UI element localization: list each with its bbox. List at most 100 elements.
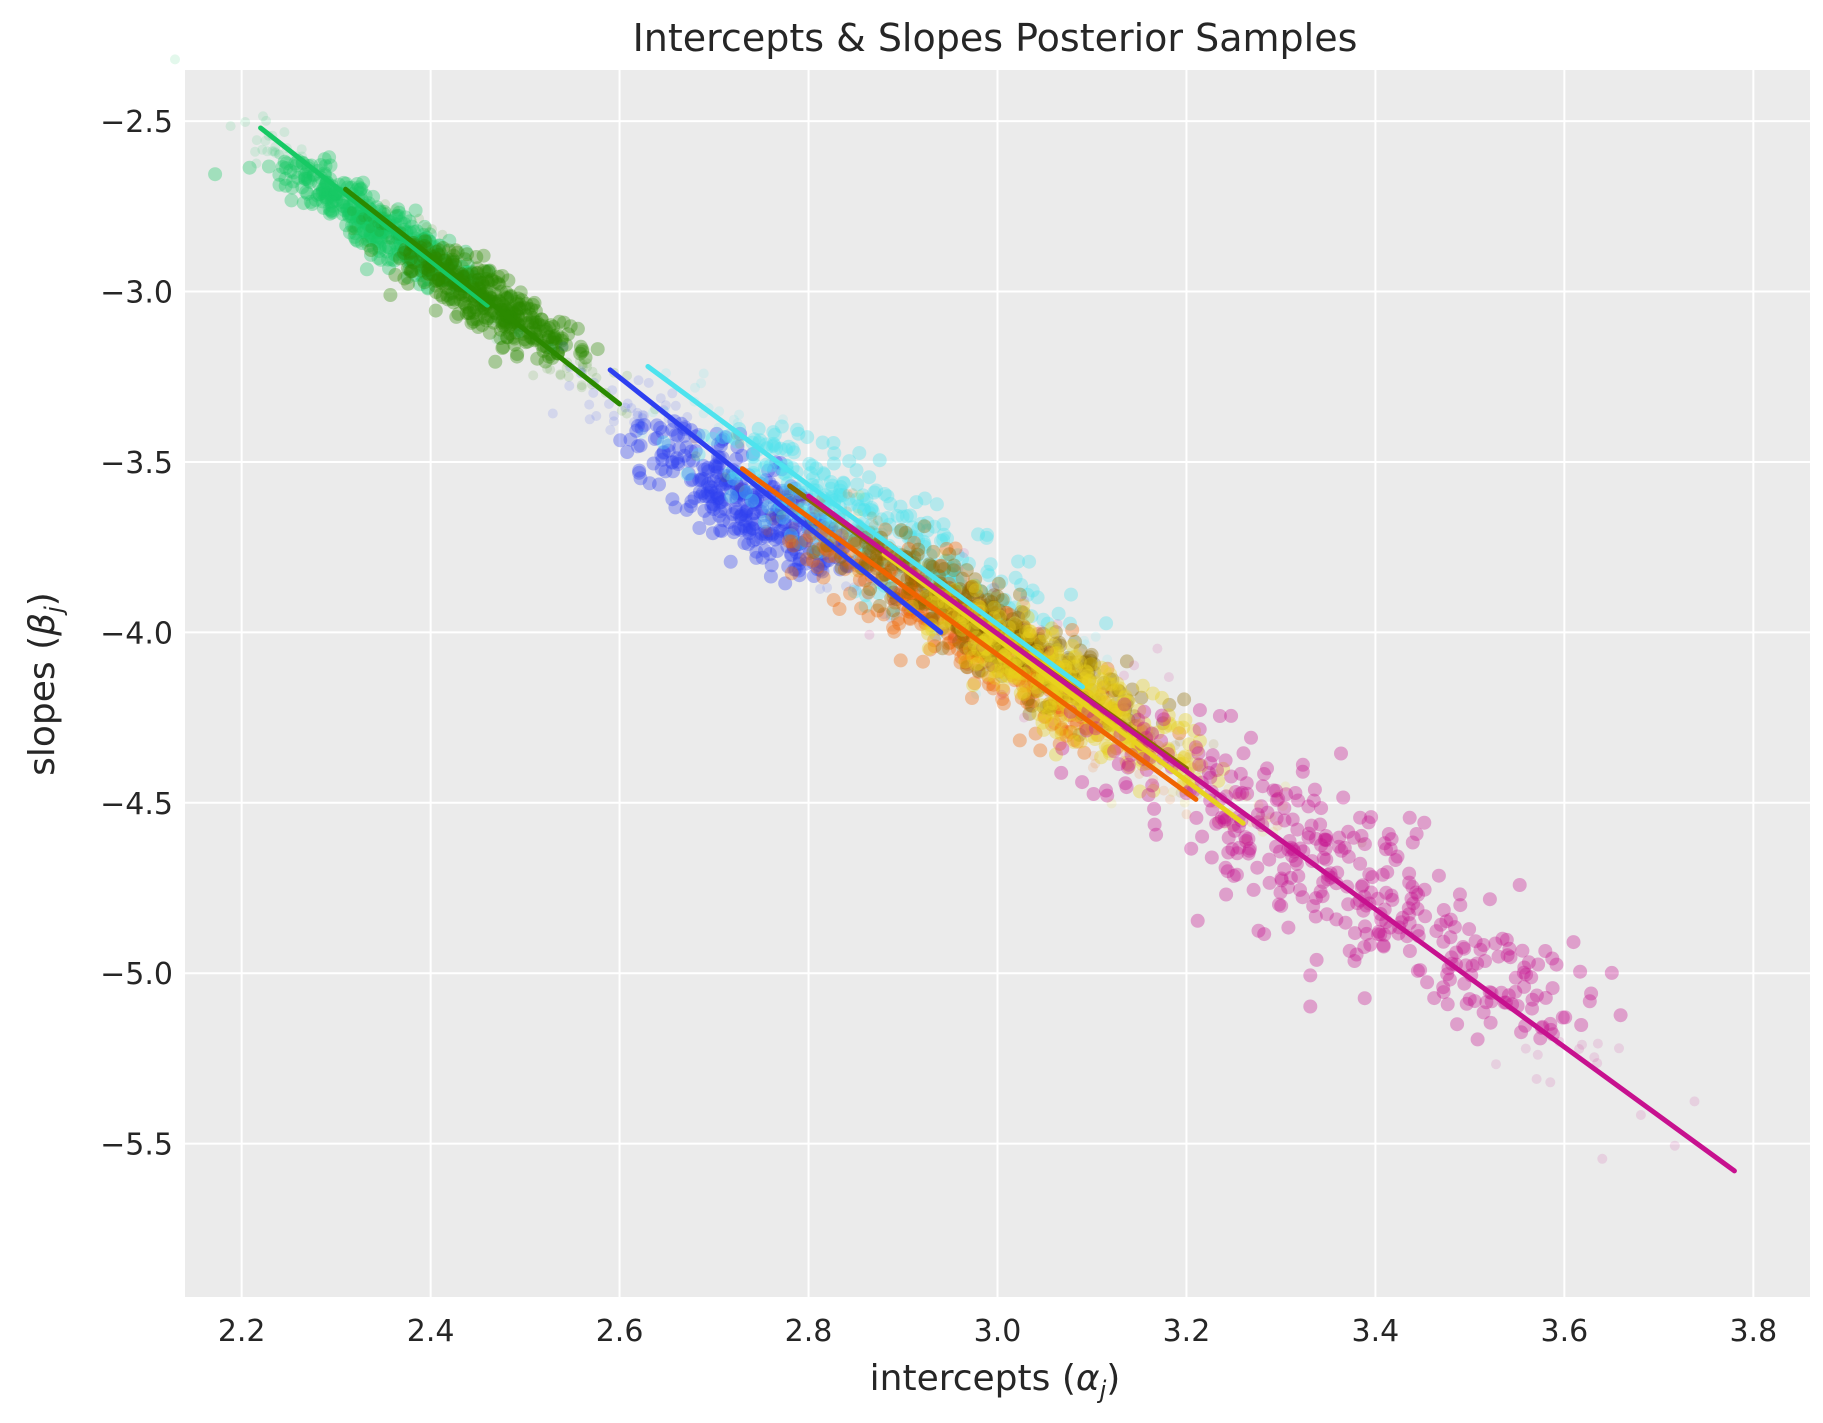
sample-point xyxy=(1314,838,1329,853)
sample-point xyxy=(416,227,431,242)
sample-point xyxy=(954,650,969,665)
sample-point xyxy=(1592,1038,1603,1049)
sample-point xyxy=(778,576,793,591)
sample-point xyxy=(1095,687,1110,702)
sample-point xyxy=(577,362,588,373)
sample-point xyxy=(421,266,436,281)
sample-cloud xyxy=(170,54,516,345)
sample-point xyxy=(1515,943,1530,958)
sample-point xyxy=(351,209,366,224)
x-tick-label: 2.6 xyxy=(596,1314,644,1349)
sample-point xyxy=(399,250,414,265)
sample-point xyxy=(270,147,281,158)
sample-point xyxy=(1014,578,1029,592)
sample-point xyxy=(1155,716,1170,731)
sample-point xyxy=(460,265,475,280)
sample-point xyxy=(425,240,440,255)
sample-point xyxy=(441,281,456,296)
sample-point xyxy=(1132,784,1147,799)
sample-point xyxy=(1204,850,1219,865)
sample-point xyxy=(936,517,951,532)
y-axis-label: slopes (βj) xyxy=(22,592,68,776)
sample-point xyxy=(1524,970,1539,985)
sample-point xyxy=(558,341,569,352)
sample-point xyxy=(1000,669,1015,684)
sample-point xyxy=(1531,957,1546,972)
x-axis-label: intercepts (αj) xyxy=(870,1358,1121,1404)
sample-point xyxy=(895,607,905,618)
sample-point xyxy=(355,236,370,250)
sample-point xyxy=(1161,708,1176,723)
sample-point xyxy=(322,202,337,217)
sample-point xyxy=(1453,898,1468,913)
sample-point xyxy=(393,215,408,230)
x-tick-label: 3.2 xyxy=(1163,1314,1211,1349)
sample-point xyxy=(815,584,826,594)
sample-point xyxy=(684,494,699,509)
sample-point xyxy=(435,273,450,288)
sample-point xyxy=(1458,958,1473,973)
sample-point xyxy=(894,523,909,538)
sample-point xyxy=(1306,899,1321,914)
sample-point xyxy=(750,492,765,507)
sample-point xyxy=(1066,734,1081,749)
sample-point xyxy=(990,589,1005,604)
sample-point xyxy=(522,315,537,330)
sample-point xyxy=(630,419,645,433)
sample-point xyxy=(344,209,359,224)
sample-point xyxy=(1411,887,1425,902)
sample-point xyxy=(947,627,962,641)
sample-point xyxy=(1289,856,1304,871)
sample-point xyxy=(1613,1008,1628,1023)
sample-point xyxy=(637,409,648,420)
sample-point xyxy=(390,204,400,215)
sample-point xyxy=(669,451,684,466)
sample-point xyxy=(758,460,772,475)
sample-point xyxy=(429,285,444,300)
sample-point xyxy=(1009,618,1024,633)
sample-point xyxy=(995,692,1010,706)
sample-point xyxy=(1079,655,1093,670)
sample-point xyxy=(1154,690,1169,705)
sample-point xyxy=(1558,1010,1573,1025)
sample-point xyxy=(967,585,982,600)
sample-point xyxy=(788,521,799,532)
sample-point xyxy=(1440,997,1455,1012)
sample-point xyxy=(811,558,826,573)
regression-line xyxy=(806,493,1737,1174)
sample-point xyxy=(935,559,950,574)
sample-point xyxy=(1514,1025,1529,1040)
sample-point xyxy=(950,571,965,586)
sample-point xyxy=(1047,716,1062,731)
sample-point xyxy=(814,544,828,559)
sample-point xyxy=(582,361,593,372)
sample-point xyxy=(1064,587,1078,602)
sample-point xyxy=(800,430,815,445)
sample-point xyxy=(274,149,285,160)
sample-point xyxy=(587,366,598,377)
sample-point xyxy=(866,511,877,522)
sample-point xyxy=(907,535,922,550)
regression-line xyxy=(607,367,944,635)
sample-point xyxy=(776,510,790,525)
sample-point xyxy=(481,264,496,279)
sample-point xyxy=(1002,601,1017,616)
sample-point xyxy=(1171,720,1185,735)
sample-point xyxy=(451,306,466,321)
sample-point xyxy=(1091,685,1106,700)
sample-point xyxy=(480,274,495,289)
sample-point xyxy=(422,227,437,242)
sample-point xyxy=(995,593,1010,607)
sample-point xyxy=(356,211,371,226)
sample-point xyxy=(959,548,969,558)
sample-point xyxy=(1354,828,1369,843)
sample-point xyxy=(781,439,796,454)
sample-point xyxy=(724,469,739,484)
sample-point xyxy=(1018,624,1033,639)
sample-point xyxy=(418,260,433,275)
sample-point xyxy=(1067,713,1082,728)
sample-point xyxy=(987,600,1002,615)
sample-point xyxy=(536,319,551,334)
sample-point xyxy=(1096,675,1111,690)
sample-point xyxy=(841,491,856,506)
